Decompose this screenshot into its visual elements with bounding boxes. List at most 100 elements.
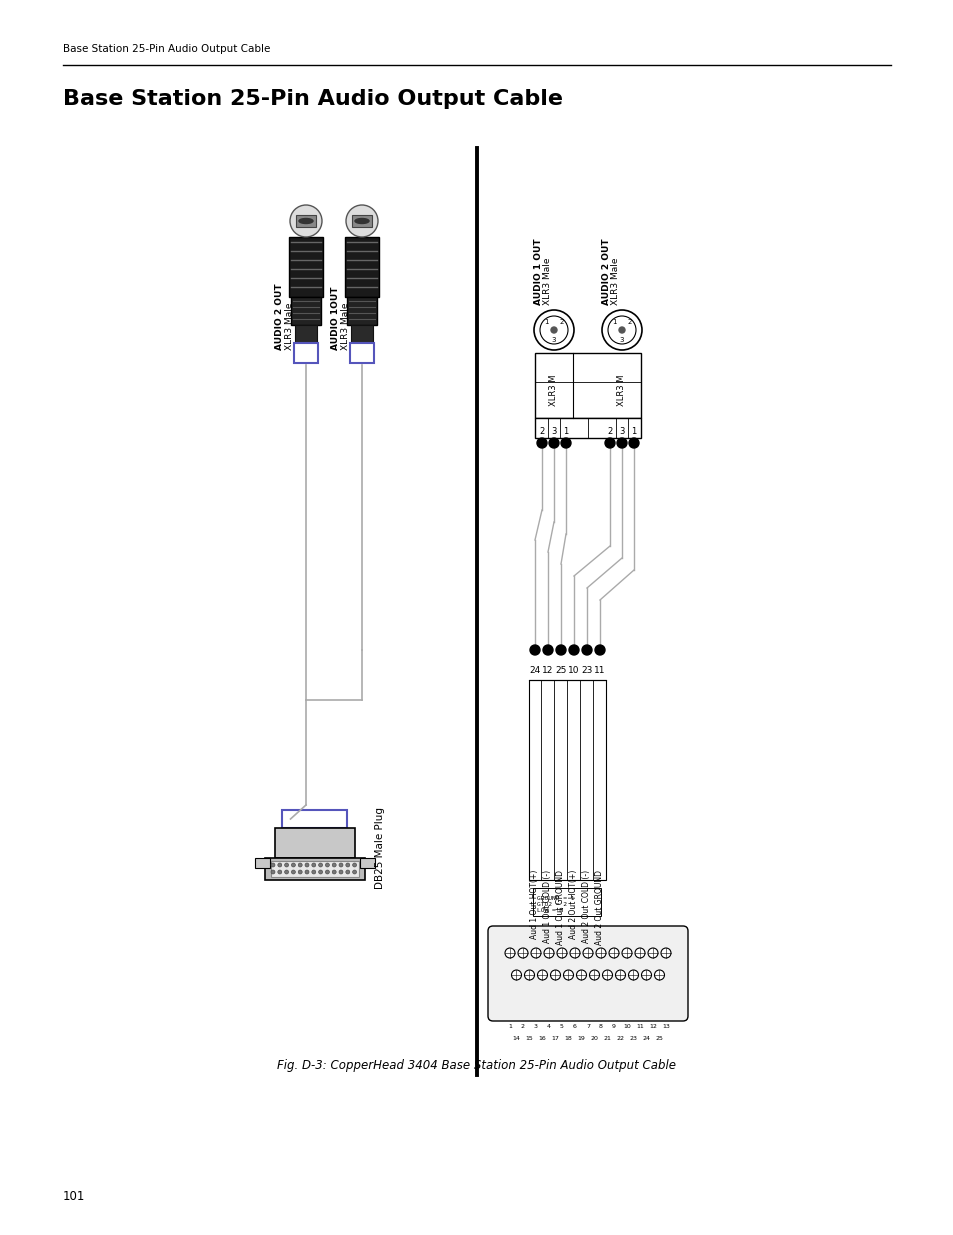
Circle shape bbox=[563, 969, 573, 981]
Text: Base Station 25-Pin Audio Output Cable: Base Station 25-Pin Audio Output Cable bbox=[63, 89, 562, 109]
Text: 22: 22 bbox=[616, 1036, 624, 1041]
Circle shape bbox=[338, 869, 343, 874]
Circle shape bbox=[537, 969, 547, 981]
Circle shape bbox=[298, 869, 302, 874]
Circle shape bbox=[568, 645, 578, 655]
Circle shape bbox=[617, 438, 626, 448]
Text: 23: 23 bbox=[580, 666, 592, 674]
Circle shape bbox=[548, 438, 558, 448]
Text: Fig. D-3: CopperHead 3404 Base Station 25-Pin Audio Output Cable: Fig. D-3: CopperHead 3404 Base Station 2… bbox=[277, 1058, 676, 1072]
Circle shape bbox=[589, 969, 598, 981]
Text: AUDIO 2 OUT: AUDIO 2 OUT bbox=[602, 238, 611, 305]
Circle shape bbox=[332, 863, 335, 867]
Text: 19: 19 bbox=[577, 1036, 585, 1041]
Text: Aud 2 Out GROUND: Aud 2 Out GROUND bbox=[595, 869, 604, 945]
Text: XLR3 Male: XLR3 Male bbox=[341, 303, 350, 350]
Text: 12: 12 bbox=[541, 666, 553, 674]
Text: 1: 1 bbox=[611, 319, 616, 325]
Ellipse shape bbox=[355, 219, 369, 224]
Bar bbox=[352, 215, 372, 227]
FancyBboxPatch shape bbox=[488, 926, 687, 1021]
Text: 17: 17 bbox=[551, 1036, 558, 1041]
Circle shape bbox=[284, 863, 289, 867]
Bar bbox=[359, 858, 375, 868]
Text: 20: 20 bbox=[590, 1036, 598, 1041]
Text: 3: 3 bbox=[551, 426, 557, 436]
Bar bbox=[294, 325, 316, 343]
Circle shape bbox=[543, 948, 554, 958]
Text: 13: 13 bbox=[661, 1024, 669, 1029]
Circle shape bbox=[345, 869, 350, 874]
Circle shape bbox=[353, 869, 356, 874]
Circle shape bbox=[298, 863, 302, 867]
Bar bbox=[533, 888, 600, 916]
Circle shape bbox=[332, 869, 335, 874]
Bar bbox=[282, 810, 347, 827]
Circle shape bbox=[615, 969, 625, 981]
Text: 5: 5 bbox=[559, 1024, 563, 1029]
Circle shape bbox=[621, 948, 631, 958]
Circle shape bbox=[531, 948, 540, 958]
Circle shape bbox=[542, 645, 553, 655]
Text: 8: 8 bbox=[598, 1024, 602, 1029]
Text: XLR3 Male: XLR3 Male bbox=[543, 258, 552, 305]
Text: 10: 10 bbox=[568, 666, 579, 674]
Text: 11: 11 bbox=[594, 666, 605, 674]
Circle shape bbox=[291, 863, 295, 867]
Circle shape bbox=[534, 310, 574, 350]
Text: 1: 1 bbox=[543, 319, 548, 325]
Text: 15: 15 bbox=[525, 1036, 533, 1041]
Circle shape bbox=[524, 969, 534, 981]
Circle shape bbox=[284, 869, 289, 874]
Circle shape bbox=[318, 869, 322, 874]
Circle shape bbox=[517, 948, 527, 958]
Text: 14: 14 bbox=[512, 1036, 520, 1041]
Circle shape bbox=[569, 948, 579, 958]
Circle shape bbox=[602, 969, 612, 981]
Circle shape bbox=[504, 948, 515, 958]
Circle shape bbox=[640, 969, 651, 981]
Bar bbox=[254, 858, 270, 868]
Circle shape bbox=[647, 948, 658, 958]
Circle shape bbox=[618, 327, 624, 333]
Circle shape bbox=[305, 863, 309, 867]
Text: 3: 3 bbox=[534, 1024, 537, 1029]
Text: AUDIO 2 OUT: AUDIO 2 OUT bbox=[275, 283, 284, 350]
Circle shape bbox=[576, 969, 586, 981]
Text: Aud 2 Out HOT(+): Aud 2 Out HOT(+) bbox=[569, 869, 578, 940]
Circle shape bbox=[277, 869, 281, 874]
Circle shape bbox=[628, 969, 638, 981]
Circle shape bbox=[325, 863, 329, 867]
Circle shape bbox=[291, 869, 295, 874]
Text: Base Station 25-Pin Audio Output Cable: Base Station 25-Pin Audio Output Cable bbox=[63, 44, 270, 54]
Text: 2: 2 bbox=[538, 426, 544, 436]
Text: 11: 11 bbox=[636, 1024, 643, 1029]
Text: 25: 25 bbox=[555, 666, 566, 674]
Text: 2: 2 bbox=[520, 1024, 524, 1029]
Text: 16: 16 bbox=[538, 1036, 546, 1041]
Text: AUDIO 1OUT: AUDIO 1OUT bbox=[331, 287, 340, 350]
Circle shape bbox=[628, 438, 639, 448]
Bar bbox=[265, 858, 365, 881]
Text: XLR3 Male: XLR3 Male bbox=[285, 303, 294, 350]
Text: XLR3 Male: XLR3 Male bbox=[611, 258, 619, 305]
Text: Aud 1 Out COLD (-): Aud 1 Out COLD (-) bbox=[543, 869, 552, 944]
Circle shape bbox=[338, 863, 343, 867]
Bar bbox=[295, 215, 315, 227]
Text: 101: 101 bbox=[63, 1191, 85, 1203]
Text: 3: 3 bbox=[619, 337, 623, 343]
Circle shape bbox=[346, 205, 377, 237]
Circle shape bbox=[660, 948, 670, 958]
Bar bbox=[274, 827, 355, 858]
Text: DB25 Male Plug: DB25 Male Plug bbox=[375, 806, 385, 889]
Text: 21: 21 bbox=[603, 1036, 611, 1041]
Circle shape bbox=[601, 310, 641, 350]
Bar bbox=[291, 296, 320, 325]
Text: 2: 2 bbox=[559, 319, 563, 325]
Text: 25: 25 bbox=[655, 1036, 662, 1041]
Text: Aud 1 Out GROUND: Aud 1 Out GROUND bbox=[556, 869, 565, 945]
Circle shape bbox=[318, 863, 322, 867]
Circle shape bbox=[635, 948, 644, 958]
Circle shape bbox=[345, 863, 350, 867]
Bar bbox=[529, 680, 605, 881]
